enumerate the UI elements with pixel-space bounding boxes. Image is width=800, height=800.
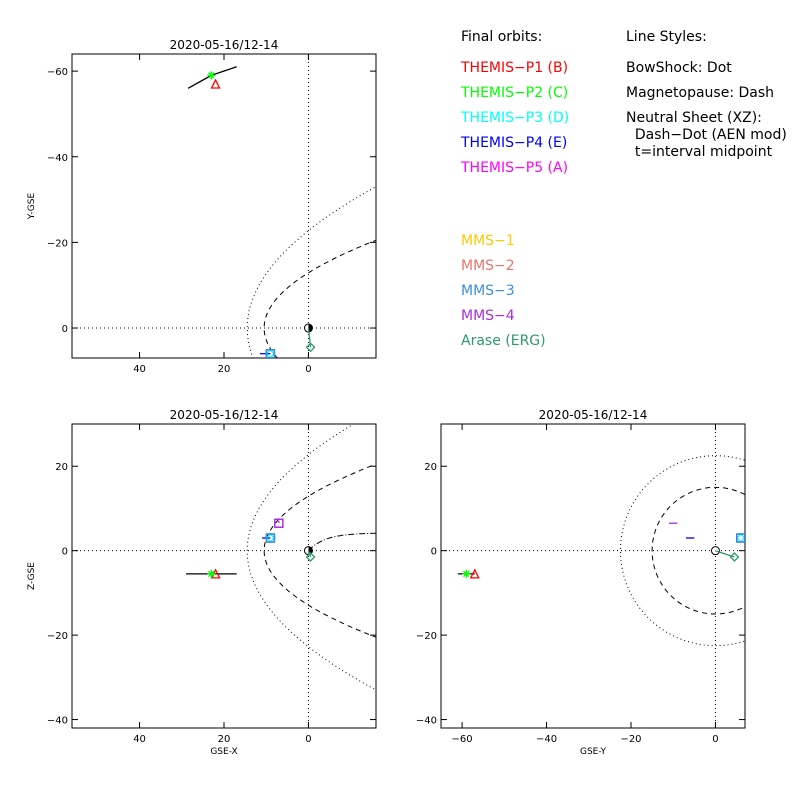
marker-themis-p1 xyxy=(210,78,221,89)
marker-mms-4 xyxy=(754,519,762,527)
marker-themis-p1 xyxy=(469,568,480,579)
legend-style-4: Dash−Dot (AEN mod) xyxy=(626,127,787,143)
neutral-sheet-curve xyxy=(308,532,376,552)
marker-themis-p5 xyxy=(274,518,284,528)
marker-arase xyxy=(729,552,740,562)
panel-frame xyxy=(440,423,746,729)
x-tick-label: 0 xyxy=(305,364,311,375)
panel-title: 2020-05-16/12-14 xyxy=(170,38,279,52)
x-tick-label: 40 xyxy=(133,734,146,745)
x-tick-label: 0 xyxy=(712,734,718,745)
legend-themis-3: THEMIS−P3 (D) xyxy=(460,110,569,126)
y-tick-label: −20 xyxy=(47,631,68,642)
y-axis-label: Y-GSE xyxy=(27,193,37,221)
x-tick-label: 0 xyxy=(305,734,311,745)
panel-frame xyxy=(71,423,377,729)
y-tick-label: 0 xyxy=(431,547,437,558)
magnetopause-curve xyxy=(651,486,745,615)
legend-themis-4: THEMIS−P4 (E) xyxy=(460,135,567,151)
x-axis-label: GSE-Y xyxy=(580,747,607,757)
legend-style-1: BowShock: Dot xyxy=(626,60,732,76)
bowshock-curve xyxy=(246,424,376,691)
y-tick-label: −20 xyxy=(47,238,68,249)
marker-themis-p3 xyxy=(735,533,745,543)
y-tick-label: 20 xyxy=(424,462,437,473)
marker-mms-3 xyxy=(265,533,276,543)
legend-mms-1: MMS−1 xyxy=(461,233,515,249)
y-tick-label: −40 xyxy=(416,716,437,727)
legend-mms-4: MMS−4 xyxy=(461,308,515,324)
marker-arase xyxy=(305,342,316,353)
legend-themis-2: THEMIS−P2 (C) xyxy=(460,85,568,101)
marker-mms-3 xyxy=(265,349,276,358)
panel-1: 2020-05-16/12-14 40 20 0 −60 −40 −20 0 Y-GSE xyxy=(27,38,377,375)
x-tick-label: 20 xyxy=(218,734,231,745)
panel-frame xyxy=(71,53,377,359)
y-tick-label: 0 xyxy=(62,324,68,335)
styles-heading: Line Styles: xyxy=(626,29,707,45)
marker-themis-p2 xyxy=(207,569,216,578)
x-tick-label: −60 xyxy=(452,734,473,745)
panel-title: 2020-05-16/12-14 xyxy=(539,408,648,422)
legend-style-3: Neutral Sheet (XZ): xyxy=(626,110,762,126)
legend-style-2: Magnetopause: Dash xyxy=(626,85,774,101)
x-tick-label: 20 xyxy=(218,364,231,375)
y-tick-label: −40 xyxy=(47,153,68,164)
orbits-heading: Final orbits: xyxy=(461,29,542,45)
y-axis-label: Z-GSE xyxy=(27,562,37,590)
legend-mms-5: Arase (ERG) xyxy=(461,333,546,349)
y-tick-label: −20 xyxy=(416,631,437,642)
marker-themis-p5 xyxy=(275,367,283,375)
legend: Final orbits: THEMIS−P1 (B) THEMIS−P2 (C) T… xyxy=(460,29,787,349)
y-tick-label: −60 xyxy=(47,67,68,78)
bowshock-curve xyxy=(246,186,376,358)
marker-themis-p5 xyxy=(754,519,762,527)
marker-arase xyxy=(305,552,316,562)
x-axis-label: GSE-X xyxy=(210,747,237,757)
legend-mms-2: MMS−2 xyxy=(461,258,515,274)
marker-mms-4 xyxy=(274,518,284,528)
bowshock-curve xyxy=(619,455,745,647)
panel-3: 2020-05-16/12-14 −60 −40 −20 0 20 0 −20 −40 GSE-Y xyxy=(416,408,762,757)
marker-mms-4 xyxy=(275,367,283,375)
y-tick-label: −40 xyxy=(47,716,68,727)
panel-title: 2020-05-16/12-14 xyxy=(170,408,279,422)
y-tick-label: 0 xyxy=(62,547,68,558)
x-tick-label: −40 xyxy=(536,734,557,745)
x-tick-label: 40 xyxy=(133,364,146,375)
panel-2: 2020-05-16/12-14 40 20 0 20 0 −20 −40 GSE-X Z-GSE xyxy=(27,408,377,757)
marker-themis-p2 xyxy=(207,71,216,80)
legend-themis-1: THEMIS−P1 (B) xyxy=(460,60,568,76)
y-tick-label: 20 xyxy=(55,462,68,473)
marker-themis-p2 xyxy=(462,569,471,578)
marker-mms-3 xyxy=(736,533,745,543)
legend-themis-5: THEMIS−P5 (A) xyxy=(460,160,568,176)
marker-themis-p4 xyxy=(736,533,745,543)
legend-mms-3: MMS−3 xyxy=(461,283,515,299)
legend-style-5: t=interval midpoint xyxy=(626,144,773,160)
x-tick-label: −20 xyxy=(620,734,641,745)
